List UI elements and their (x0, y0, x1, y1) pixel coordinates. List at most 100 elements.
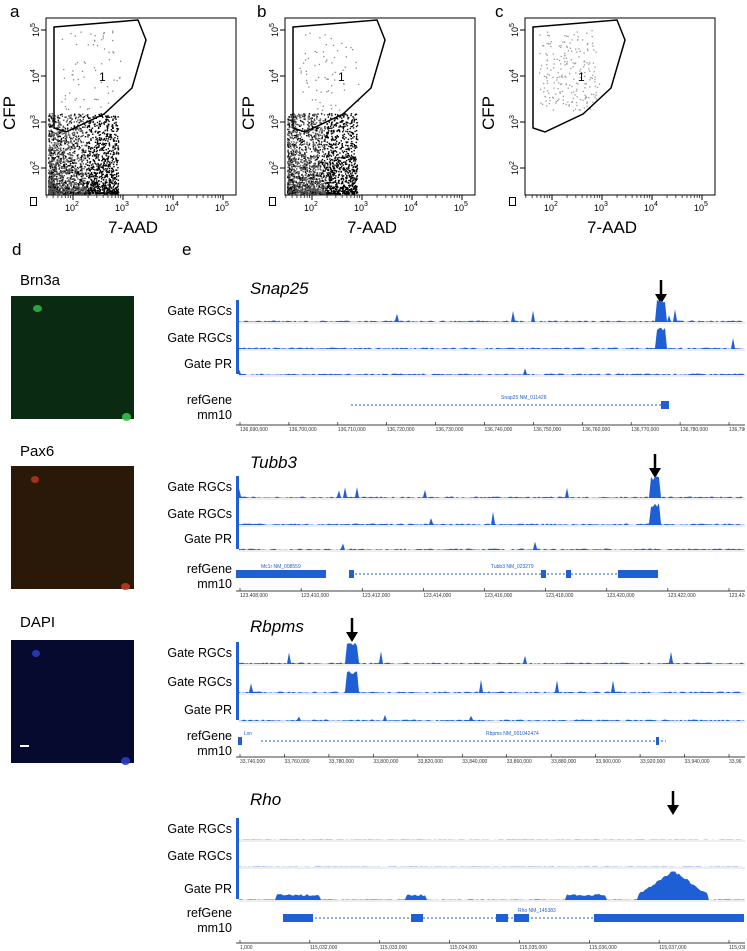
x-tick-label: 10 (694, 203, 704, 213)
coordinate-label: 33,96 (729, 759, 742, 765)
coverage-track (239, 671, 745, 693)
gate-label: 1 (338, 70, 345, 84)
genome-browser-rho: Rho NM_145383 1,000 115,032,000 115,033,000… (236, 818, 745, 951)
gate-region (53, 19, 147, 133)
track-label: Gate PR (184, 357, 232, 371)
y-tick-label: 10 (31, 27, 41, 37)
coordinate-label: 123,408,000 (240, 593, 268, 599)
event-dots (539, 30, 601, 112)
y-tick-exponent: 3 (269, 115, 276, 119)
y-tick-label: 10 (510, 27, 520, 37)
x-tick-exponent: 4 (654, 201, 658, 208)
coordinate-label: 136,790,000 (729, 427, 745, 433)
coverage-track (239, 871, 745, 900)
y-tick-exponent: 2 (509, 161, 516, 165)
reference-label: refGene (186, 393, 232, 407)
gene-name-snap25: Snap25 (250, 279, 309, 298)
coordinate-label: 33,860,000 (507, 759, 532, 765)
coverage-track (239, 714, 745, 721)
coordinate-label: 115,032,000 (310, 945, 338, 951)
coordinate-label: 123,424,000 (729, 593, 745, 599)
stain-label-pax6: Pax6 (20, 443, 55, 460)
coordinate-label: 33,920,000 (640, 759, 665, 765)
reference-label: mm10 (197, 408, 232, 422)
exon-block (618, 570, 658, 578)
coordinate-label: 33,900,000 (596, 759, 621, 765)
cell-dot (121, 757, 130, 765)
x-tick-exponent: 4 (175, 201, 179, 208)
arrow-down-icon (648, 453, 662, 484)
gate-region (292, 19, 386, 133)
coordinate-label: 123,420,000 (607, 593, 635, 599)
y-tick-label: 10 (31, 165, 41, 175)
panel-b-letter: b (257, 2, 267, 21)
x-tick-exponent: 2 (75, 201, 79, 208)
coordinate-label: 33,780,000 (329, 759, 354, 765)
coordinate-label: 115,038,000 (729, 945, 745, 951)
coordinate-label: 136,760,000 (582, 427, 610, 433)
track-label: Gate RGCs (167, 480, 232, 494)
transcript-label: Rbpms NM_001042474 (486, 731, 539, 737)
cell-dot (121, 583, 130, 590)
coordinate-label: 123,422,000 (668, 593, 696, 599)
track-scale-bar (236, 476, 239, 549)
coordinate-label: 136,740,000 (485, 427, 513, 433)
micrograph-brn3a (11, 296, 134, 421)
exon-block (566, 570, 571, 578)
transcript-label: Snap25 NM_011428 (501, 395, 547, 401)
x-axis-title: 7-AAD (347, 218, 398, 237)
genome-browser-snap25: Snap25 NM_011428 136,690,000 136,700,000 13… (236, 300, 745, 433)
stain-label-dapi: DAPI (20, 614, 56, 631)
track-label: Gate RGCs (167, 304, 232, 318)
y-tick-label: 10 (31, 73, 41, 83)
x-tick-exponent: 3 (125, 201, 129, 208)
gate-label: 1 (578, 70, 585, 84)
coordinate-label: 136,730,000 (436, 427, 464, 433)
transcript-label: Tubb3 NM_023279 (491, 564, 534, 570)
reference-label: refGene (186, 729, 232, 743)
coordinate-label: 123,418,000 (546, 593, 574, 599)
gene-name-rho: Rho (250, 790, 282, 809)
panel-c-letter: c (495, 2, 504, 21)
coordinate-label: 33,820,000 (418, 759, 443, 765)
panel-a-letter: a (10, 2, 20, 21)
y-tick-label: 10 (510, 165, 520, 175)
y-tick-exponent: 5 (509, 23, 516, 27)
cell-dot (33, 305, 42, 312)
transcript-label: Rho NM_145383 (518, 908, 556, 914)
coordinate-label: 33,740,000 (240, 759, 265, 765)
genome-browser-rbpms: Rbpms NM_001042474 Lxn 33,740,000 33,760,00… (236, 642, 745, 765)
transcript-label-secondary: Lxn (244, 731, 252, 737)
y-tick-label: 10 (270, 119, 280, 129)
exon-block (541, 570, 546, 578)
coverage-track (239, 642, 745, 664)
coordinate-label: 1,000 (240, 945, 253, 951)
coordinate-label: 115,034,000 (450, 945, 478, 951)
coordinate-label: 136,770,000 (631, 427, 659, 433)
x-tick-exponent: 2 (314, 201, 318, 208)
track-scale-bar (236, 818, 239, 899)
reference-label: mm10 (197, 744, 232, 758)
y-tick-label: 10 (31, 119, 41, 129)
x-tick-label: 10 (65, 203, 75, 213)
event-dots (287, 32, 360, 195)
coordinate-label: 136,690,000 (240, 427, 268, 433)
track-label: Gate RGCs (167, 675, 232, 689)
coverage-track (239, 368, 745, 375)
y-tick-exponent: 3 (30, 115, 37, 119)
x-tick-label: 10 (594, 203, 604, 213)
x-tick-exponent: 5 (704, 201, 708, 208)
y-tick-label: 10 (510, 73, 520, 83)
y-axis-title: CFP (0, 96, 19, 130)
coordinate-label: 123,416,000 (485, 593, 513, 599)
x-tick-label: 10 (404, 203, 414, 213)
x-axis-title: 7-AAD (108, 218, 159, 237)
exon-block (349, 570, 354, 578)
y-tick-exponent: 2 (30, 161, 37, 165)
y-tick-exponent: 4 (509, 69, 516, 73)
y-tick-label: 10 (270, 73, 280, 83)
gene-name-tubb3: Tubb3 (250, 453, 297, 472)
